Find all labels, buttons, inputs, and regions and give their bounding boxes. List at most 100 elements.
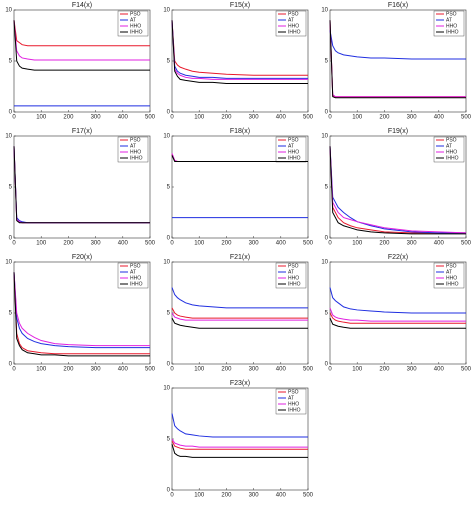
legend-label: AT xyxy=(130,17,136,23)
x-tick-label: 300 xyxy=(407,367,418,373)
x-tick-label: 0 xyxy=(328,367,332,373)
x-tick-label: 0 xyxy=(328,115,332,121)
y-tick-label: 5 xyxy=(325,185,329,191)
legend-box xyxy=(275,10,307,37)
legend-label: IHHO xyxy=(446,155,459,161)
legend-box xyxy=(275,388,307,415)
x-tick-label: 100 xyxy=(352,115,363,121)
y-tick-label: 10 xyxy=(5,134,12,140)
y-tick-label: 0 xyxy=(167,362,171,368)
y-tick-label: 0 xyxy=(9,110,13,116)
series-line xyxy=(13,20,150,71)
x-tick-label: 300 xyxy=(407,241,418,247)
legend-box xyxy=(433,262,465,289)
x-tick-label: 500 xyxy=(461,241,472,247)
x-tick-label: 400 xyxy=(434,367,445,373)
legend-label: PSO xyxy=(446,263,457,269)
series-line xyxy=(329,146,467,234)
legend-label: IHHO xyxy=(288,155,301,161)
y-tick-label: 10 xyxy=(321,134,328,140)
x-tick-label: 100 xyxy=(194,115,205,121)
series-line xyxy=(171,20,308,84)
y-tick-label: 5 xyxy=(325,311,329,317)
x-tick-label: 200 xyxy=(379,115,390,121)
x-tick-label: 200 xyxy=(221,493,232,499)
legend-label: HHO xyxy=(288,401,299,407)
series-line xyxy=(171,443,308,458)
legend-label: IHHO xyxy=(288,281,301,287)
series-line xyxy=(171,20,308,80)
legend-label: HHO xyxy=(446,149,457,155)
legend-box xyxy=(433,10,465,37)
x-tick-label: 0 xyxy=(12,241,16,247)
legend-label: HHO xyxy=(130,23,141,29)
y-tick-label: 5 xyxy=(9,185,13,191)
y-tick-label: 0 xyxy=(9,362,13,368)
chart-title: F17(x) xyxy=(72,128,92,135)
x-tick-label: 500 xyxy=(303,367,314,373)
legend-label: PSO xyxy=(288,137,299,143)
legend-label: PSO xyxy=(288,263,299,269)
legend-label: AT xyxy=(446,17,452,23)
x-tick-label: 400 xyxy=(118,241,129,247)
x-tick-label: 300 xyxy=(249,493,260,499)
series-line xyxy=(329,146,466,235)
x-tick-label: 300 xyxy=(249,115,260,121)
y-tick-label: 5 xyxy=(9,59,13,65)
y-tick-label: 0 xyxy=(325,236,329,242)
x-tick-label: 400 xyxy=(118,115,129,121)
series-line xyxy=(329,287,466,314)
legend-label: IHHO xyxy=(130,281,143,287)
x-tick-label: 100 xyxy=(36,367,47,373)
legend-box xyxy=(433,136,465,163)
x-tick-label: 500 xyxy=(145,367,156,373)
y-tick-label: 5 xyxy=(9,311,13,317)
y-tick-label: 10 xyxy=(163,134,170,140)
y-tick-label: 0 xyxy=(167,488,171,494)
legend-label: PSO xyxy=(130,137,141,143)
x-tick-label: 300 xyxy=(249,241,260,247)
legend-label: AT xyxy=(130,143,136,149)
series-line xyxy=(13,272,150,347)
legend-label: HHO xyxy=(130,149,141,155)
legend-label: PSO xyxy=(130,11,141,17)
legend-label: HHO xyxy=(288,275,299,281)
chart-title: F16(x) xyxy=(388,2,408,9)
legend-label: AT xyxy=(288,395,294,401)
legend-label: IHHO xyxy=(446,29,459,35)
legend-label: AT xyxy=(446,269,452,275)
legend-label: AT xyxy=(288,269,294,275)
x-tick-label: 400 xyxy=(276,367,287,373)
x-tick-label: 100 xyxy=(194,241,205,247)
series-line xyxy=(329,307,466,322)
x-tick-label: 0 xyxy=(12,367,16,373)
x-tick-label: 100 xyxy=(36,241,47,247)
plot-area xyxy=(13,9,151,113)
x-tick-label: 500 xyxy=(461,367,472,373)
series-line xyxy=(13,146,150,224)
legend-label: HHO xyxy=(446,275,457,281)
legend-label: IHHO xyxy=(130,155,143,161)
x-tick-label: 100 xyxy=(36,115,47,121)
legend-label: HHO xyxy=(446,23,457,29)
x-tick-label: 100 xyxy=(194,367,205,373)
series-line xyxy=(329,20,466,99)
x-tick-label: 0 xyxy=(12,115,16,121)
x-tick-label: 400 xyxy=(276,241,287,247)
legend-label: AT xyxy=(288,17,294,23)
legend-label: IHHO xyxy=(446,281,459,287)
series-line xyxy=(13,272,150,349)
y-tick-label: 0 xyxy=(167,110,171,116)
y-tick-label: 10 xyxy=(321,260,328,266)
series-line xyxy=(171,20,308,76)
y-tick-label: 10 xyxy=(5,8,12,14)
legend-box xyxy=(117,262,149,289)
y-tick-label: 10 xyxy=(163,260,170,266)
